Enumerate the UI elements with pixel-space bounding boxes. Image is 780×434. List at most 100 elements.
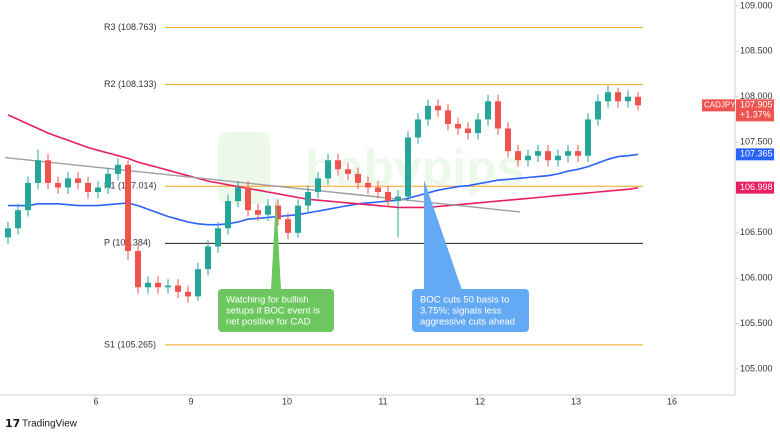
y-tick-label: 106.500 [740, 227, 773, 237]
callout-box [412, 289, 529, 332]
candle-body [95, 187, 101, 193]
candle-body [155, 282, 161, 288]
callout-box [218, 289, 334, 332]
candle-body [385, 192, 391, 202]
callout-text: Watching for bullish [226, 295, 309, 306]
brand: 𝟭𝟳 TradingView [5, 418, 78, 430]
callout-text: BOC cuts 50 basis to [420, 295, 509, 306]
candle-body [105, 173, 111, 188]
candle-body [625, 96, 631, 102]
x-tick-label: 13 [571, 396, 581, 406]
candle-body [365, 182, 371, 188]
candle-body [265, 205, 271, 215]
candle-body [445, 110, 451, 124]
y-tick-label: 108.500 [740, 46, 773, 56]
price-label: 107.905 [740, 100, 773, 110]
candle-body [635, 96, 641, 106]
candle-body [615, 92, 621, 102]
candle-body [435, 105, 441, 111]
callout-text: net positive for CAD [226, 317, 311, 328]
candle-body [355, 173, 361, 183]
candle-body [455, 123, 461, 129]
candle-body [215, 228, 221, 247]
x-tick-label: 12 [475, 396, 485, 406]
y-tick-label: 106.000 [740, 273, 773, 283]
candle-body [15, 210, 21, 229]
candle-body [605, 92, 611, 102]
watermark-text: babypips [305, 140, 524, 196]
candle-body [525, 155, 531, 161]
candle-body [235, 187, 241, 202]
candle-body [475, 119, 481, 134]
brand-logo: 𝟭𝟳 [5, 418, 20, 430]
candle-body [565, 151, 571, 156]
candle-body [115, 164, 121, 174]
candle-body [295, 205, 301, 233]
candle-body [255, 210, 261, 215]
candle-body [5, 228, 11, 238]
candle-body [165, 285, 171, 288]
candle-body [345, 169, 351, 174]
watermark: babypips [218, 132, 524, 204]
candle-body [135, 250, 141, 288]
candle-body [545, 151, 551, 161]
ma-label: 106.998 [740, 182, 773, 192]
candle-body [315, 178, 321, 193]
candle-body [145, 282, 151, 288]
candle-body [415, 119, 421, 138]
candle-body [505, 128, 511, 152]
candle-body [325, 160, 331, 179]
pivot-label: S1 (105.265) [104, 339, 156, 349]
candle-body [85, 182, 91, 193]
candle-body [425, 105, 431, 120]
candle-body [395, 196, 401, 202]
candle-body [305, 192, 311, 206]
symbol-label: CADJPY [704, 100, 736, 109]
candle-body [375, 187, 381, 193]
candle-body [405, 137, 411, 197]
candle-body [45, 160, 51, 183]
candle-body [535, 151, 541, 156]
candle-body [585, 119, 591, 156]
candle-body [245, 187, 251, 211]
ma-tag [736, 181, 774, 194]
callout-text: 3.75%; signals less [420, 306, 502, 317]
candle-body [195, 269, 201, 297]
price-tag [736, 99, 774, 122]
candle-body [285, 219, 291, 233]
x-tick-label: 10 [282, 396, 292, 406]
candle-body [35, 160, 41, 183]
candle-body [335, 160, 341, 170]
candle-body [75, 178, 81, 183]
x-tick-label: 11 [378, 396, 387, 406]
candle-body [595, 101, 601, 120]
candle-body [205, 246, 211, 270]
y-tick-label: 105.500 [740, 318, 773, 328]
callout-text: setups if BOC event is [226, 306, 320, 317]
candle-body [55, 182, 61, 188]
x-tick-label: 9 [188, 396, 193, 406]
callout-pointer [424, 180, 462, 290]
candle-body [25, 182, 31, 211]
x-tick-label: 6 [93, 396, 98, 406]
candle-body [175, 285, 181, 292]
x-tick-label: 16 [667, 396, 677, 406]
y-tick-label: 109.000 [740, 0, 773, 10]
candle-body [575, 151, 581, 156]
candle-body [65, 178, 71, 188]
watermark-logo [218, 132, 270, 204]
callout-pointer [271, 196, 281, 290]
ma-label: 107.365 [740, 149, 773, 159]
ma-tag [736, 148, 774, 161]
pivot-label: R2 (108.133) [104, 79, 157, 89]
change-label: +1.37% [740, 110, 771, 120]
moving-average [7, 114, 639, 209]
trend-line [4, 156, 521, 213]
y-tick-label: 107.500 [740, 136, 773, 146]
y-tick-label: 105.000 [740, 363, 773, 373]
candle-body [125, 164, 131, 251]
y-tick-label: 108.000 [740, 91, 773, 101]
candle-body [225, 201, 231, 229]
